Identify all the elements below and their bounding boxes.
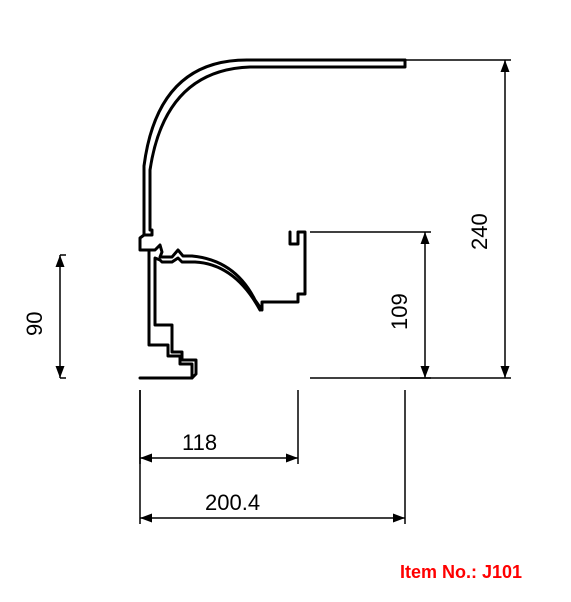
technical-drawing: 90 118 200.4 109 240 [0, 0, 571, 602]
dimension-lines: 90 118 200.4 109 240 [22, 60, 511, 524]
profile-outline [140, 60, 405, 378]
item-number-label: Item No.: J101 [400, 562, 522, 583]
svg-text:240: 240 [467, 213, 492, 250]
svg-text:90: 90 [22, 312, 47, 336]
svg-text:200.4: 200.4 [205, 490, 260, 515]
svg-text:118: 118 [182, 430, 217, 455]
svg-text:109: 109 [387, 293, 412, 330]
